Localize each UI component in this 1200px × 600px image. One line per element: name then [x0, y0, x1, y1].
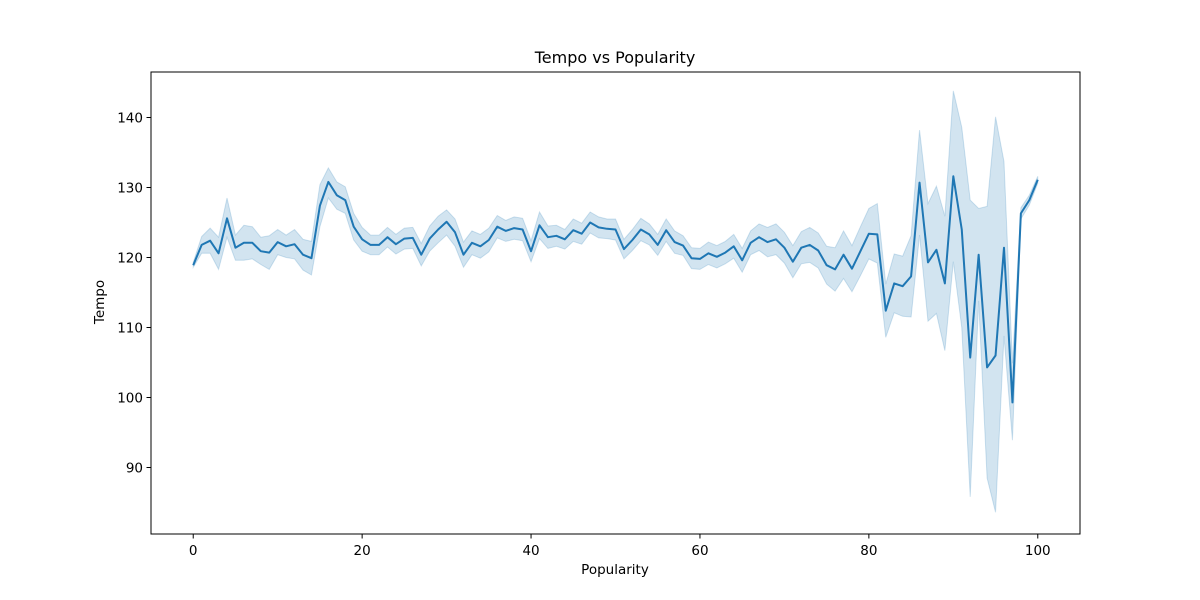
- series-line: [192, 175, 1039, 404]
- y-axis-label: Tempo: [92, 280, 108, 325]
- x-tick-label: 40: [522, 543, 539, 559]
- chart-title: Tempo vs Popularity: [534, 48, 696, 67]
- x-tick-label: 0: [189, 543, 198, 559]
- y-tick-label: 120: [117, 251, 143, 267]
- x-axis-label: Popularity: [581, 562, 649, 578]
- confidence-band: [192, 90, 1039, 513]
- y-tick-label: 140: [117, 111, 143, 127]
- y-tick-label: 100: [117, 391, 143, 407]
- x-tick-label: 80: [860, 543, 877, 559]
- x-axis: 0 20 40 60 80 100: [189, 534, 1051, 559]
- x-tick-label: 20: [354, 543, 371, 559]
- y-axis: 90 100 110 120 130 140: [117, 111, 151, 477]
- y-tick-label: 130: [117, 181, 143, 197]
- x-tick-label: 60: [691, 543, 708, 559]
- y-tick-label: 90: [126, 461, 143, 477]
- plot-area: [150, 71, 1081, 535]
- axes-frame: [150, 71, 1081, 535]
- x-tick-label: 100: [1025, 543, 1051, 559]
- y-tick-label: 110: [117, 321, 143, 337]
